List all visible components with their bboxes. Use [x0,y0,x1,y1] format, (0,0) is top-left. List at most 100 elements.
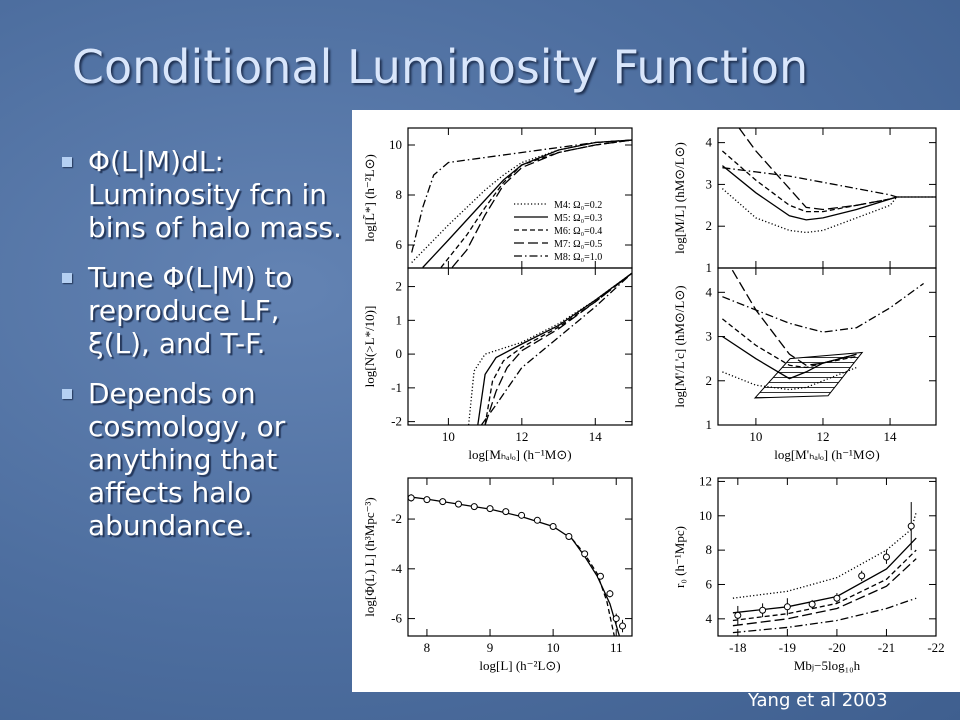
series-line [722,167,897,198]
data-point [606,590,614,598]
data-point [833,594,841,602]
data-point [486,505,494,513]
y-axis-label: log[M'/L'c] (hM⊙/L⊙) [672,285,687,407]
y-tick-label: -1 [391,380,402,395]
y-tick-label: 2 [706,373,713,388]
legend-label: M8: Ω₀=1.0 [554,252,602,263]
y-tick-label: 0 [396,346,403,361]
data-point [783,603,791,611]
series-line [484,272,632,425]
data-point [808,600,816,608]
series-line [411,139,632,253]
x-tick-label: -19 [779,640,796,655]
y-tick-label: -2 [391,414,402,429]
legend-label: M4: Ω₀=0.2 [554,200,602,211]
y-tick-label: 4 [706,135,713,150]
plot-area [721,269,924,399]
data-point [858,572,866,580]
x-tick-label: 14 [884,429,898,444]
data-point [581,550,589,558]
y-tick-label: 8 [706,542,713,557]
plot-area [721,128,936,234]
y-tick-label: 4 [706,611,713,626]
plot-frame [717,267,937,426]
plot-frame [407,477,633,637]
x-tick-label: -18 [729,640,746,655]
series-line [722,282,924,333]
y-tick-label: 12 [699,473,712,488]
x-tick-label: 10 [442,429,455,444]
data-point [612,615,620,623]
y-tick-label: 1 [706,260,713,275]
data-point [596,572,604,580]
x-tick-label: 8 [424,640,431,655]
y-axis-label: log[L̃*] (h⁻²L⊙) [362,154,377,242]
x-tick-label: 10 [547,640,560,655]
series-line [422,139,632,268]
legend-label: M6: Ω₀=0.4 [554,226,602,237]
y-tick-label: 3 [706,329,713,344]
y-tick-label: 10 [389,137,402,152]
y-axis-label: r₀ (h⁻¹Mpc) [672,526,687,588]
series-line [440,139,632,268]
series-line [477,272,632,425]
y-tick-label: -4 [391,561,402,576]
figure-background [352,110,960,692]
x-tick-label: -20 [828,640,845,655]
plot-frame [717,477,937,637]
data-point [734,611,742,619]
series-line [738,128,897,211]
data-point [518,511,526,519]
series-line [732,597,917,634]
y-tick-label: -2 [391,511,402,526]
y-tick-label: 6 [396,237,403,252]
x-tick-label: -21 [878,640,895,655]
data-point [882,553,890,561]
series-line [722,366,857,391]
plot-area [467,272,632,425]
y-tick-label: 10 [699,508,712,523]
credit: Yang et al 2003 [748,690,888,711]
y-tick-label: 1 [706,417,713,432]
slide-title: Conditional Luminosity Function [71,40,809,94]
legend-label: M5: Ω₀=0.3 [554,213,602,224]
y-tick-label: 1 [396,312,403,327]
y-tick-label: 8 [396,187,403,202]
x-axis-label: log[M'ₕₐₗₒ] (h⁻¹M⊙) [774,447,880,462]
y-tick-label: -6 [391,611,402,626]
x-tick-label: -22 [927,640,944,655]
data-point [408,494,415,502]
data-point [454,500,462,508]
data-point [502,508,510,516]
series-line [571,538,615,636]
bullet: Depends on cosmology, or anything that a… [62,377,350,542]
data-point [533,516,541,524]
series-line [451,139,632,268]
y-axis-label: log[Φ(L) L] (h³Mpc⁻³) [362,497,377,616]
series-line [732,558,917,627]
data-point [423,496,431,504]
bullet: Tune Φ(L|M) to reproduce LF, ξ(L), and T… [62,261,350,360]
plot-frame [407,267,633,426]
x-axis-label: log[Mₕₐₗₒ] (h⁻¹M⊙) [468,447,571,462]
plot-area [732,502,917,634]
data-point [907,522,915,530]
y-tick-label: 4 [706,284,713,299]
x-tick-label: 10 [749,429,762,444]
x-axis-label: log[L] (h⁻²L⊙) [479,658,560,673]
data-point [565,532,573,540]
y-tick-label: 2 [706,218,713,233]
y-axis-label: log[N(>L*/10)] [362,306,377,388]
data-point [470,503,478,511]
y-tick-label: 3 [706,176,713,191]
series-line [731,269,857,366]
x-tick-label: 12 [515,429,528,444]
plot-area [411,139,632,268]
data-point [549,523,557,531]
x-tick-label: 14 [589,429,603,444]
series-line [480,272,632,425]
data-point [759,606,767,614]
x-tick-label: 11 [610,640,623,655]
